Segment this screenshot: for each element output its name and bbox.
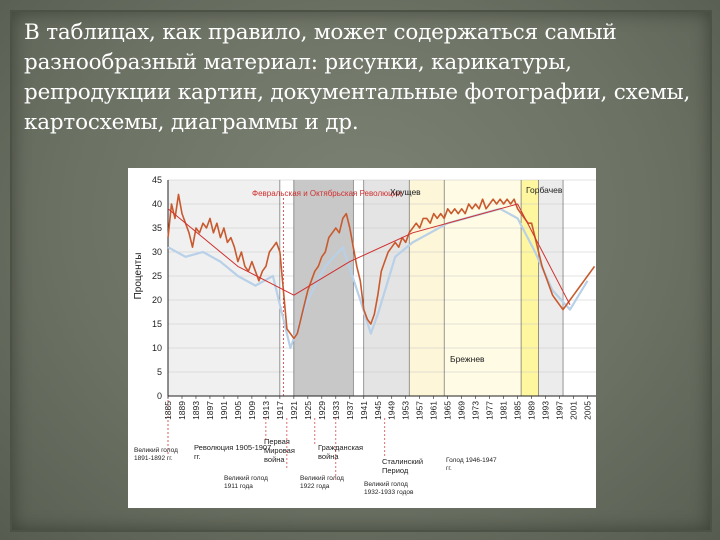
- slide-text: В таблицах, как правило, может содержать…: [24, 20, 691, 135]
- series-trend-line: [167, 203, 571, 306]
- annotation-famine-1911: Великий голод 1911 года: [224, 474, 268, 490]
- x-tick-label-1885: 1885: [163, 401, 173, 420]
- y-tick-label-0: 0: [157, 391, 162, 401]
- annotation-ww1: Первая Мировая война: [264, 437, 295, 464]
- series-smoothed-line: [167, 207, 589, 350]
- annotation-famine-1891: Великий голод 1891-1892 гг.: [134, 446, 178, 462]
- x-tick-label-1929: 1929: [317, 401, 327, 420]
- x-tick-label-2001: 2001: [569, 401, 579, 420]
- x-tick-label-1921: 1921: [289, 401, 299, 420]
- x-tick-label-1969: 1969: [457, 401, 467, 420]
- axes: [167, 180, 598, 399]
- annotation-stalin: Сталинский Период: [382, 457, 423, 475]
- annotation-famine-1922: Великий голод 1922 года: [300, 474, 344, 490]
- x-tick-label-1993: 1993: [541, 401, 551, 420]
- series-main-line: [167, 193, 596, 340]
- x-tick-label-1901: 1901: [219, 401, 229, 420]
- x-tick-label-1985: 1985: [513, 401, 523, 420]
- annotation-civil-war: Гражданская война: [318, 443, 363, 461]
- y-tick-label-5: 5: [157, 367, 162, 377]
- y-tick-label-35: 35: [152, 223, 162, 233]
- x-tick-label-1905: 1905: [233, 401, 243, 420]
- x-tick-label-1945: 1945: [373, 401, 383, 420]
- x-tick-label-1997: 1997: [555, 401, 565, 420]
- annotation-revolution-1905: Революция 1905-1907 гг.: [194, 443, 271, 461]
- annotation-revolutions: Февральская и Октябрьская Революции: [252, 189, 402, 198]
- shaded-periods: [168, 180, 564, 396]
- x-tick-label-1909: 1909: [247, 401, 257, 420]
- y-tick-label-25: 25: [152, 271, 162, 281]
- x-tick-label-1925: 1925: [303, 401, 313, 420]
- annotation-brezhnev: Брежнев: [450, 354, 485, 364]
- series: [167, 193, 596, 350]
- y-tick-label-30: 30: [152, 247, 162, 257]
- y-tick-label-10: 10: [152, 343, 162, 353]
- y-tick-label-45: 45: [152, 175, 162, 185]
- x-tick-label-1973: 1973: [471, 401, 481, 420]
- shaded-period-1: [293, 180, 354, 396]
- y-tick-label-20: 20: [152, 295, 162, 305]
- tick-labels: 0 5 10 15 20 25 30 35 40 45 1885 1889 1893 1897 1901 19…: [152, 175, 593, 420]
- x-tick-label-2005: 2005: [583, 401, 593, 420]
- x-tick-label-1949: 1949: [387, 401, 397, 420]
- shaded-period-0: [168, 180, 280, 396]
- x-tick-label-1957: 1957: [415, 401, 425, 420]
- x-tick-label-1981: 1981: [499, 401, 509, 420]
- chart-image: 0 5 10 15 20 25 30 35 40 45 1885 1889 1893 1897 1901 19…: [128, 168, 598, 508]
- annotation-khrushchev: Хрущев: [390, 187, 421, 197]
- x-tick-label-1989: 1989: [527, 401, 537, 420]
- annotation-famine-1932: Великий голод 1932-1933 годов: [364, 480, 414, 496]
- chart-svg: 0 5 10 15 20 25 30 35 40 45 1885 1889 1893 1897 1901 19…: [133, 175, 598, 496]
- x-tick-label-1977: 1977: [485, 401, 495, 420]
- annotation-famine-1946: Голод 1946-1947 гг.: [446, 457, 497, 472]
- y-axis-label: Проценты: [133, 253, 144, 300]
- x-tick-label-1933: 1933: [331, 401, 341, 420]
- y-tick-label-40: 40: [152, 199, 162, 209]
- x-tick-label-1913: 1913: [261, 401, 271, 420]
- x-tick-label-1897: 1897: [205, 401, 215, 420]
- x-tick-label-1889: 1889: [177, 401, 187, 420]
- shaded-period-4: [444, 180, 522, 396]
- x-tick-label-1917: 1917: [275, 401, 285, 420]
- bottom-annotations: Великий голод 1891-1892 гг. Революция 1905…: [134, 418, 497, 496]
- x-tick-label-1965: 1965: [443, 401, 453, 420]
- shaded-period-3: [409, 180, 445, 396]
- y-tick-label-15: 15: [152, 319, 162, 329]
- x-tick-label-1937: 1937: [345, 401, 355, 420]
- x-tick-label-1961: 1961: [429, 401, 439, 420]
- x-tick-label-1893: 1893: [191, 401, 201, 420]
- x-tick-label-1941: 1941: [359, 401, 369, 420]
- x-tick-label-1953: 1953: [401, 401, 411, 420]
- annotation-gorbachev: Горбачев: [526, 185, 563, 195]
- shaded-period-5: [521, 180, 539, 396]
